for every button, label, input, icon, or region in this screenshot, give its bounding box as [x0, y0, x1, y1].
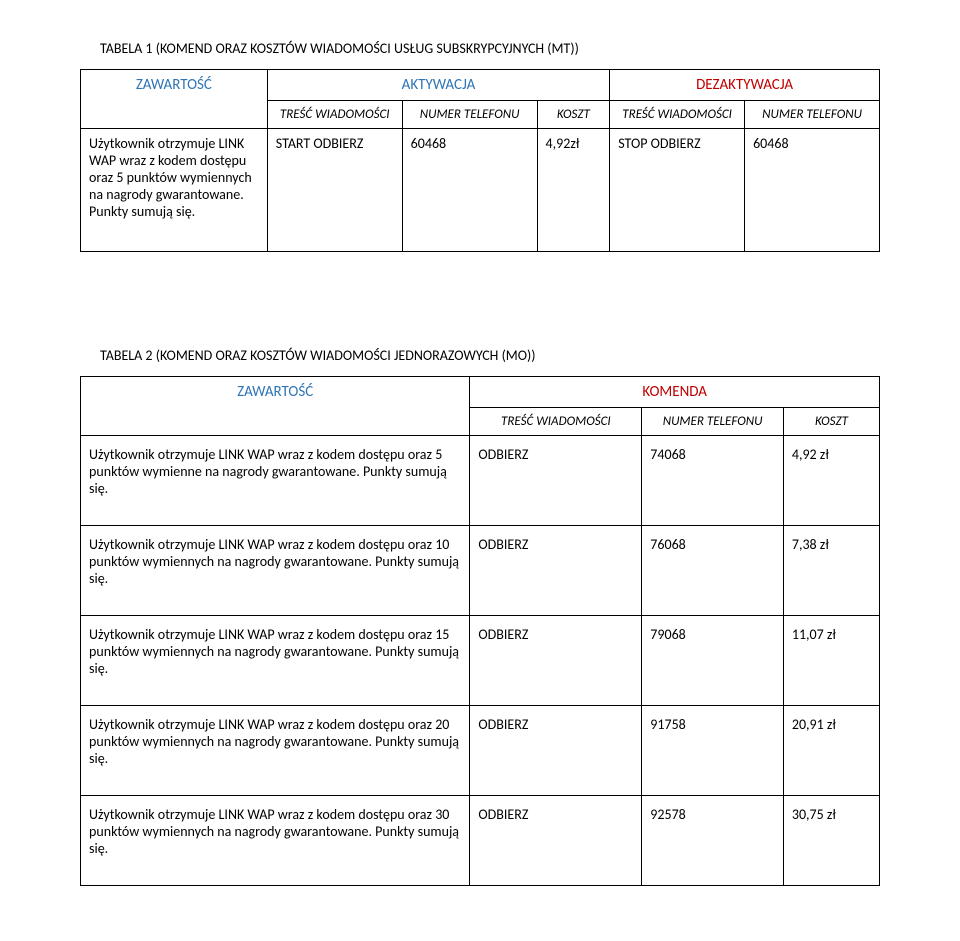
t1-sub-tresc-2: TREŚĆ WIADOMOŚCI	[610, 101, 745, 129]
t1-header-aktywacja: AKTYWACJA	[267, 70, 609, 101]
t1-row-dez-tresc: STOP ODBIERZ	[610, 129, 745, 252]
t1-row-akt-tresc: START ODBIERZ	[267, 129, 402, 252]
t2-sub-koszt: KOSZT	[783, 408, 879, 436]
t2-row-zawartosc: Użytkownik otrzymuje LINK WAP wraz z kod…	[81, 436, 470, 526]
t2-row-tresc: ODBIERZ	[470, 436, 642, 526]
t1-sub-tresc-1: TREŚĆ WIADOMOŚCI	[267, 101, 402, 129]
t1-header-dezaktywacja: DEZAKTYWACJA	[610, 70, 880, 101]
t2-row-numer: 76068	[642, 526, 784, 616]
t2-row-tresc: ODBIERZ	[470, 526, 642, 616]
t1-sub-numer-2: NUMER TELEFONU	[745, 101, 880, 129]
table2-title: TABELA 2 (KOMEND ORAZ KOSZTÓW WIADOMOŚCI…	[100, 347, 880, 364]
t2-row-numer: 92578	[642, 796, 784, 886]
t2-row-zawartosc: Użytkownik otrzymuje LINK WAP wraz z kod…	[81, 706, 470, 796]
table1-title: TABELA 1 (KOMEND ORAZ KOSZTÓW WIADOMOŚCI…	[100, 40, 880, 57]
t1-sub-koszt: KOSZT	[537, 101, 610, 129]
t2-row-koszt: 4,92 zł	[783, 436, 879, 526]
t2-row-zawartosc: Użytkownik otrzymuje LINK WAP wraz z kod…	[81, 796, 470, 886]
t2-row-zawartosc: Użytkownik otrzymuje LINK WAP wraz z kod…	[81, 616, 470, 706]
t2-row-koszt: 20,91 zł	[783, 706, 879, 796]
t1-header-zawartosc: ZAWARTOŚĆ	[81, 70, 268, 129]
t2-row-tresc: ODBIERZ	[470, 706, 642, 796]
table1: ZAWARTOŚĆ AKTYWACJA DEZAKTYWACJA TREŚĆ W…	[80, 69, 880, 252]
t1-row-zawartosc: Użytkownik otrzymuje LINK WAP wraz z kod…	[81, 129, 268, 252]
t2-row-zawartosc: Użytkownik otrzymuje LINK WAP wraz z kod…	[81, 526, 470, 616]
t1-row-akt-numer: 60468	[402, 129, 537, 252]
t2-sub-numer: NUMER TELEFONU	[642, 408, 784, 436]
t1-sub-numer-1: NUMER TELEFONU	[402, 101, 537, 129]
t2-header-komenda: KOMENDA	[470, 377, 880, 408]
t1-row-dez-numer: 60468	[745, 129, 880, 252]
t1-row-koszt: 4,92zł	[537, 129, 610, 252]
t2-row-tresc: ODBIERZ	[470, 616, 642, 706]
t2-sub-tresc: TREŚĆ WIADOMOŚCI	[470, 408, 642, 436]
table2: ZAWARTOŚĆ KOMENDA TREŚĆ WIADOMOŚCI NUMER…	[80, 376, 880, 886]
t2-row-numer: 74068	[642, 436, 784, 526]
t2-header-zawartosc: ZAWARTOŚĆ	[81, 377, 470, 436]
t2-row-koszt: 11,07 zł	[783, 616, 879, 706]
t2-row-numer: 91758	[642, 706, 784, 796]
t2-row-koszt: 7,38 zł	[783, 526, 879, 616]
t2-row-tresc: ODBIERZ	[470, 796, 642, 886]
t2-row-koszt: 30,75 zł	[783, 796, 879, 886]
t2-row-numer: 79068	[642, 616, 784, 706]
